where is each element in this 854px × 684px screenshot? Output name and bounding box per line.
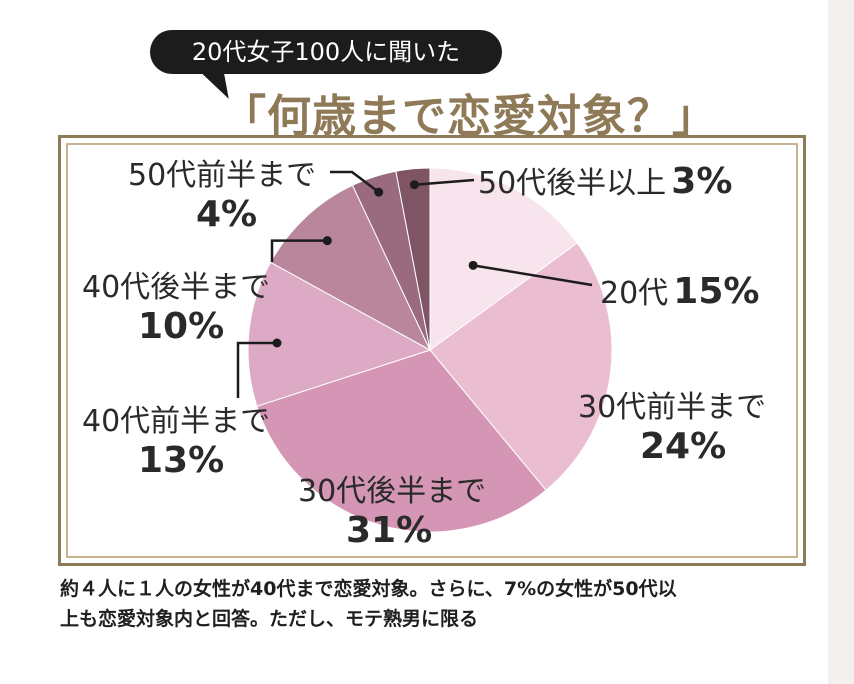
chart-title: 「何歳まで恋愛対象？」 bbox=[222, 91, 717, 142]
label-50s-late-category: 50代後半以上 bbox=[478, 166, 667, 201]
label-30s-early-percent: 24% bbox=[640, 426, 727, 467]
label-20s-percent: 15% bbox=[673, 271, 760, 312]
label-30s-late: 30代後半まで 31% bbox=[298, 466, 486, 551]
pie-slice bbox=[429, 242, 613, 491]
leader-line bbox=[270, 239, 328, 262]
label-50s-early-category: 50代前半まで bbox=[128, 158, 317, 193]
label-40s-early: 40代前半まで 13% bbox=[82, 396, 270, 481]
label-40s-early-category: 40代前半まで bbox=[82, 404, 271, 439]
pie-slice bbox=[395, 167, 431, 351]
label-40s-late: 40代後半まで 10% bbox=[82, 262, 270, 347]
label-50s-early: 50代前半まで 4% bbox=[128, 150, 316, 235]
footnote: 約４人に１人の女性が40代まで恋愛対象。さらに、7%の女性が50代以 上も恋愛対… bbox=[60, 574, 820, 634]
label-30s-late-category: 30代後半まで bbox=[298, 474, 487, 509]
label-20s: 20代 15% bbox=[600, 268, 759, 312]
leader-line bbox=[236, 341, 277, 398]
leader-line bbox=[414, 178, 475, 186]
label-50s-early-percent: 4% bbox=[196, 194, 258, 235]
subtitle-text: 20代女子100人に聞いた bbox=[191, 38, 461, 66]
label-50s-late: 50代後半以上 3% bbox=[478, 158, 732, 202]
footnote-line-2: 上も恋愛対象内と回答。ただし、モテ熟男に限る bbox=[60, 608, 479, 630]
label-30s-early-category: 30代前半まで bbox=[578, 390, 767, 425]
chart-frame bbox=[58, 135, 806, 566]
subtitle-bubble: 20代女子100人に聞いた bbox=[150, 30, 502, 74]
label-40s-late-category: 40代後半まで bbox=[82, 270, 271, 305]
label-30s-early: 30代前半まで 24% bbox=[578, 382, 766, 467]
footnote-line-1: 約４人に１人の女性が40代まで恋愛対象。さらに、7%の女性が50代以 bbox=[60, 578, 677, 600]
pie-slice bbox=[247, 261, 432, 407]
right-edge-strip bbox=[828, 0, 854, 684]
leader-line bbox=[472, 264, 593, 287]
pie-slice bbox=[256, 349, 547, 533]
pie-slice bbox=[429, 167, 578, 351]
label-50s-late-percent: 3% bbox=[671, 161, 733, 202]
label-40s-early-percent: 13% bbox=[138, 440, 225, 481]
leader-line bbox=[330, 170, 380, 194]
label-40s-late-percent: 10% bbox=[138, 306, 225, 347]
label-20s-category: 20代 bbox=[600, 276, 669, 311]
label-30s-late-percent: 31% bbox=[346, 510, 433, 551]
